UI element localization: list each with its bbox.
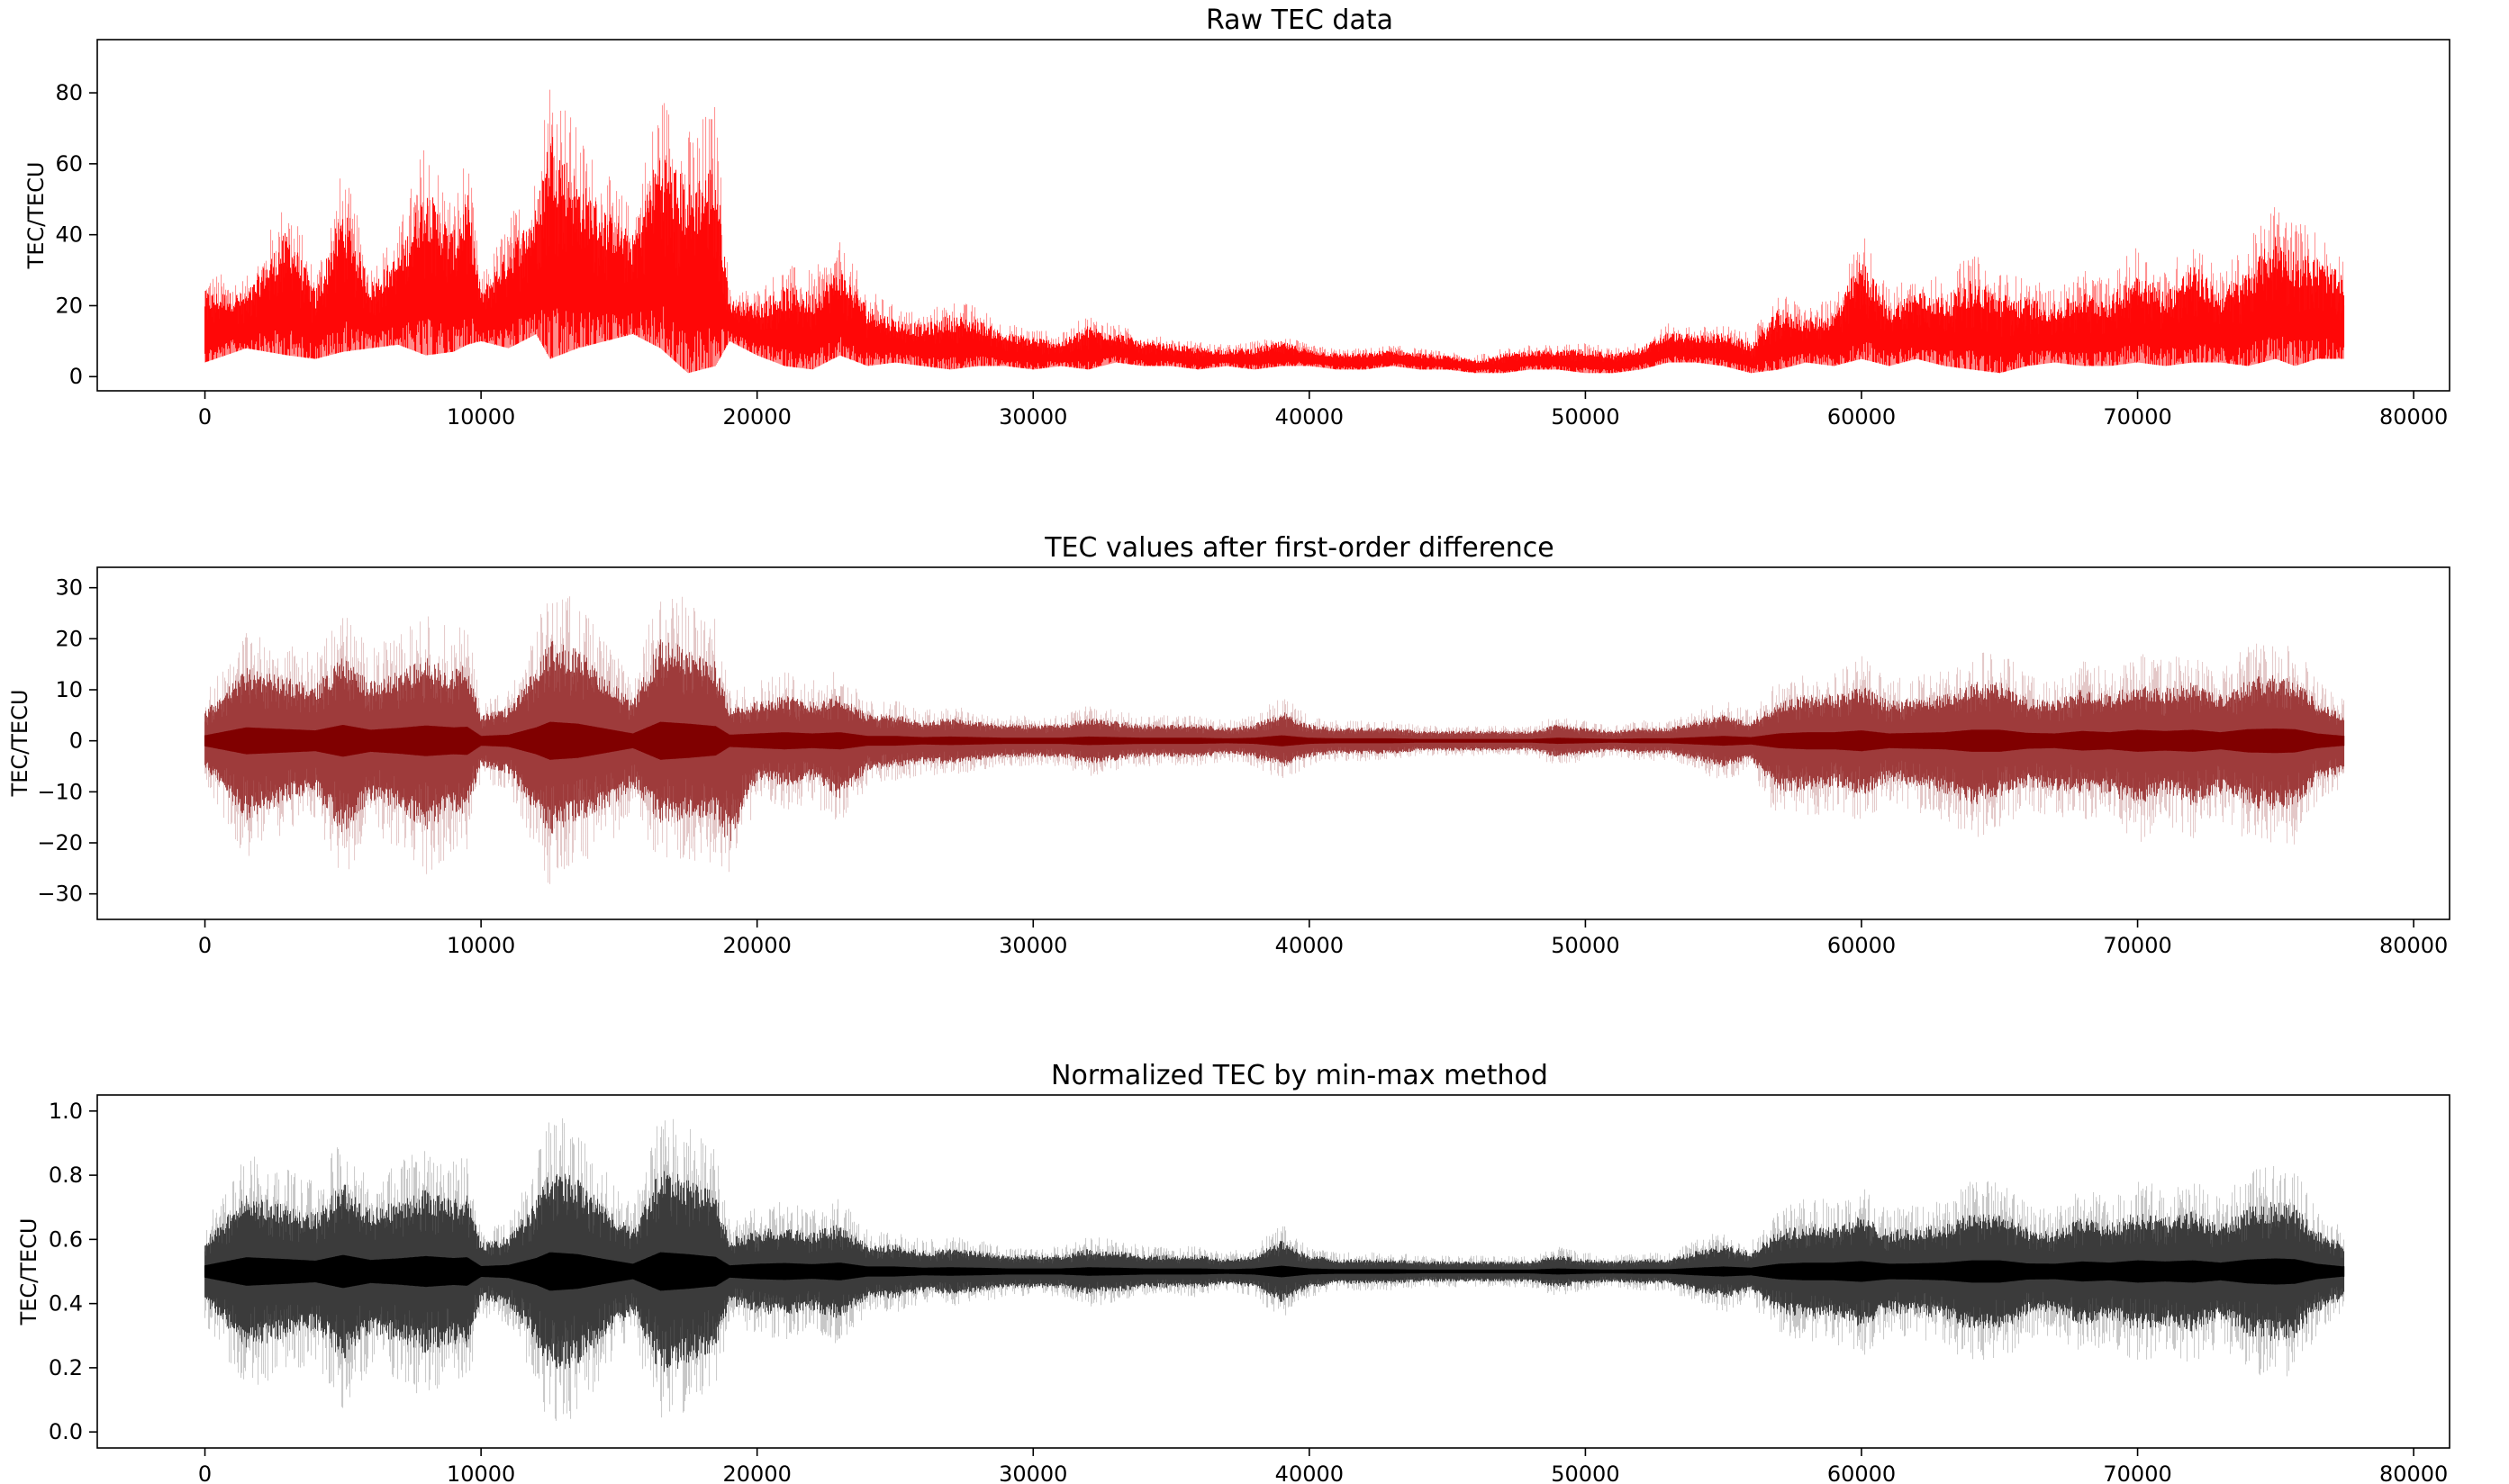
y-axis: −30 −20 −10 0 10 20 30 bbox=[37, 575, 97, 907]
y-tick-label: 60 bbox=[55, 151, 83, 176]
x-tick-label: 50000 bbox=[1551, 933, 1619, 958]
chart-title: Raw TEC data bbox=[1206, 5, 1393, 36]
x-tick-label: 0 bbox=[198, 1461, 212, 1484]
x-tick-label: 30000 bbox=[999, 404, 1067, 430]
x-tick-label: 80000 bbox=[2379, 933, 2448, 958]
y-axis: 0 20 40 60 80 bbox=[55, 80, 97, 389]
x-tick-label: 40000 bbox=[1275, 1461, 1344, 1484]
y-tick-label: 0.8 bbox=[49, 1163, 83, 1188]
x-axis: 0 10000 20000 30000 40000 50000 60000 70000 8000… bbox=[198, 391, 2448, 430]
x-tick-label: 0 bbox=[198, 933, 212, 958]
x-axis: 0 10000 20000 30000 40000 50000 60000 70000 8000… bbox=[198, 1448, 2448, 1484]
x-tick-label: 60000 bbox=[1827, 933, 1896, 958]
x-tick-label: 20000 bbox=[723, 404, 792, 430]
panel-raw-tec: Raw TEC data TEC/TECU 0 10000 20000 30000 40… bbox=[23, 5, 2450, 430]
y-tick-label: 20 bbox=[55, 626, 83, 651]
signal-band bbox=[204, 137, 2345, 374]
x-tick-label: 20000 bbox=[723, 933, 792, 958]
y-tick-label: 0.0 bbox=[49, 1419, 83, 1444]
x-tick-label: 70000 bbox=[2103, 404, 2171, 430]
x-tick-label: 80000 bbox=[2379, 1461, 2448, 1484]
y-tick-label: −30 bbox=[37, 882, 83, 907]
y-tick-label: 40 bbox=[55, 222, 83, 248]
x-tick-label: 40000 bbox=[1275, 933, 1344, 958]
signal-core bbox=[204, 721, 2345, 760]
y-tick-label: 0 bbox=[69, 728, 83, 754]
x-tick-label: 0 bbox=[198, 404, 212, 430]
y-tick-label: 0.2 bbox=[49, 1355, 83, 1380]
y-tick-label: 0.4 bbox=[49, 1291, 83, 1317]
y-tick-label: 0.6 bbox=[49, 1226, 83, 1252]
x-tick-label: 50000 bbox=[1551, 1461, 1619, 1484]
x-tick-label: 30000 bbox=[999, 1461, 1067, 1484]
x-tick-label: 70000 bbox=[2103, 1461, 2171, 1484]
x-tick-label: 10000 bbox=[447, 404, 515, 430]
y-tick-label: 1.0 bbox=[49, 1099, 83, 1124]
x-axis: 0 10000 20000 30000 40000 50000 60000 70000 8000… bbox=[198, 919, 2448, 958]
y-tick-label: 0 bbox=[69, 364, 83, 389]
signal-clip bbox=[204, 89, 2345, 374]
signal-clip bbox=[204, 596, 2345, 884]
signal-core bbox=[204, 1252, 2345, 1291]
x-tick-label: 60000 bbox=[1827, 404, 1896, 430]
panel-normalized-tec: Normalized TEC by min-max method TEC/TEC… bbox=[16, 1060, 2450, 1484]
y-tick-label: −20 bbox=[37, 830, 83, 855]
y-axis-label: TEC/TECU bbox=[23, 162, 49, 270]
panel-first-order-difference: TEC values after first-order difference … bbox=[7, 532, 2450, 958]
x-tick-label: 20000 bbox=[723, 1461, 792, 1484]
y-axis: 0.0 0.2 0.4 0.6 0.8 1.0 bbox=[49, 1099, 97, 1444]
x-tick-label: 60000 bbox=[1827, 1461, 1896, 1484]
plot-frame bbox=[96, 1094, 2450, 1449]
y-axis-label: TEC/TECU bbox=[7, 690, 32, 798]
chart-title: Normalized TEC by min-max method bbox=[1051, 1060, 1548, 1091]
y-tick-label: 20 bbox=[55, 293, 83, 318]
y-tick-label: 10 bbox=[55, 677, 83, 702]
x-tick-label: 30000 bbox=[999, 933, 1067, 958]
y-tick-label: −10 bbox=[37, 779, 83, 804]
x-tick-label: 70000 bbox=[2103, 933, 2171, 958]
y-axis-label: TEC/TECU bbox=[16, 1218, 41, 1326]
y-tick-label: 30 bbox=[55, 575, 83, 601]
x-tick-label: 10000 bbox=[447, 1461, 515, 1484]
x-tick-label: 80000 bbox=[2379, 404, 2448, 430]
signal-clip bbox=[204, 1118, 2345, 1421]
chart-title: TEC values after first-order difference bbox=[1044, 532, 1554, 564]
plot-frame bbox=[96, 39, 2450, 392]
y-tick-label: 80 bbox=[55, 80, 83, 105]
plot-frame bbox=[96, 566, 2450, 920]
x-tick-label: 50000 bbox=[1551, 404, 1619, 430]
x-tick-label: 10000 bbox=[447, 933, 515, 958]
x-tick-label: 40000 bbox=[1275, 404, 1344, 430]
